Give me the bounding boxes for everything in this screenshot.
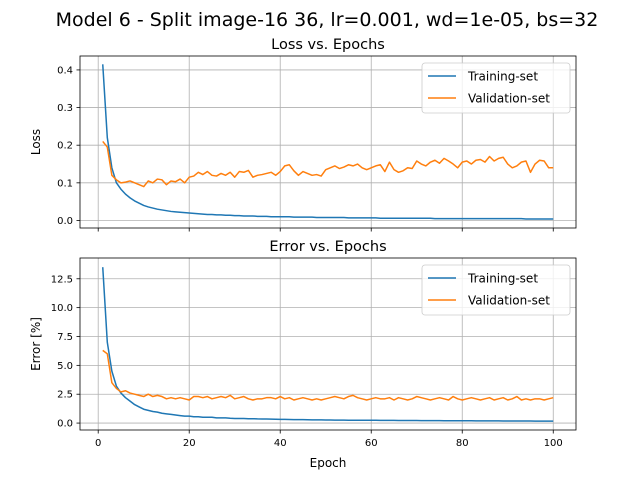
x-tick-label: 80 xyxy=(456,438,469,449)
series-line-training-set xyxy=(102,64,554,220)
x-tick-label: 0 xyxy=(95,438,101,449)
legend-box xyxy=(421,62,571,114)
x-tick-label: 60 xyxy=(365,438,378,449)
legend-box xyxy=(421,264,571,316)
y-tick-label: 0.3 xyxy=(57,103,73,114)
plot-title: Error vs. Epochs xyxy=(269,239,386,255)
axes-frame xyxy=(79,257,577,431)
y-tick-label: 0.0 xyxy=(57,419,73,430)
y-tick-label: 2.5 xyxy=(57,390,73,401)
figure-title: Model 6 - Split image-16 36, lr=0.001, w… xyxy=(56,9,599,31)
y-tick-label: 0.0 xyxy=(57,216,73,227)
series-line-training-set xyxy=(102,267,554,422)
axes-frame xyxy=(79,55,577,229)
y-tick-label: 12.5 xyxy=(51,274,73,285)
y-tick-label: 10.0 xyxy=(51,303,73,314)
loss-chart: 0.0 0.1 0.2 0.3 0.4 Loss vs. Epochs Loss Traini… xyxy=(29,37,577,232)
y-tick-label: 0.2 xyxy=(57,141,73,152)
y-tick-label: 5.0 xyxy=(57,361,73,372)
y-tick-label: 0.4 xyxy=(57,65,73,76)
x-axis-label: Epoch xyxy=(310,456,347,470)
series-line-validation-set xyxy=(102,140,554,188)
legend-label: Training-set xyxy=(467,272,538,286)
y-tick-label: 0.1 xyxy=(57,178,73,189)
x-tick-label: 20 xyxy=(183,438,196,449)
x-tick-label: 40 xyxy=(274,438,287,449)
legend-label: Training-set xyxy=(467,70,538,84)
legend-label: Validation-set xyxy=(468,92,550,106)
y-tick-label: 7.5 xyxy=(57,332,73,343)
plot-title: Loss vs. Epochs xyxy=(271,37,385,53)
x-tick-label: 100 xyxy=(544,438,563,449)
legend-label: Validation-set xyxy=(468,294,550,308)
y-axis-label: Error [%] xyxy=(29,317,43,371)
series-line-validation-set xyxy=(102,349,554,401)
y-axis-label: Loss xyxy=(29,129,43,155)
error-chart: 0 20 40 60 80 100 0.0 2.5 5.0 7.5 10.0 12.5 Error vs… xyxy=(29,239,577,470)
